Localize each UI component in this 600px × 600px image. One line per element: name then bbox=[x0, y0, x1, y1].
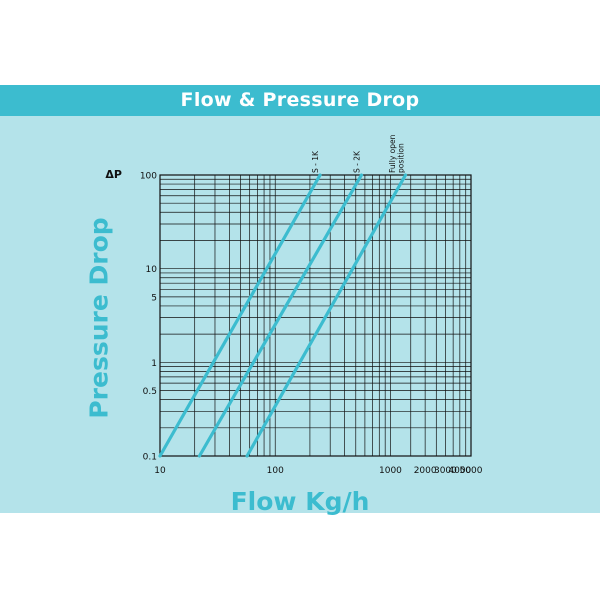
plot-frame bbox=[159, 174, 472, 457]
x-tick-label: 1000 bbox=[379, 466, 402, 476]
series-label-line: S - 2K bbox=[352, 150, 361, 173]
series-label-line: Fully open bbox=[388, 134, 397, 173]
y-tick-label: 100 bbox=[140, 172, 157, 182]
x-tick-label: 10 bbox=[154, 466, 166, 476]
series-line-2 bbox=[197, 173, 364, 458]
y-tick-label: 10 bbox=[146, 265, 158, 275]
x-tick-label: 5000 bbox=[460, 466, 483, 476]
y-tick-label: 0.1 bbox=[143, 453, 157, 463]
chart-background-panel bbox=[0, 85, 600, 513]
series-line-1 bbox=[158, 173, 322, 458]
x-tick-label: 100 bbox=[267, 466, 284, 476]
series-line-3 bbox=[245, 173, 408, 458]
x-tick-label: 4000 bbox=[448, 466, 471, 476]
y-tick-label: 0.5 bbox=[143, 387, 157, 397]
y-tick-label: 1 bbox=[151, 359, 157, 369]
y-unit-label: ΔP bbox=[105, 168, 122, 181]
series-label-3: Fully openposition bbox=[388, 134, 406, 173]
y-axis-label: Pressure Drop bbox=[84, 217, 114, 419]
series-layer: S - 1K S - 2K Fully openposition bbox=[158, 134, 408, 458]
x-tick-label: 2000 bbox=[414, 466, 437, 476]
chart-title: Flow & Pressure Drop bbox=[0, 85, 600, 116]
y-tick-label: 5 bbox=[151, 293, 157, 303]
x-axis-label: Flow Kg/h bbox=[230, 487, 370, 516]
grid-layer bbox=[159, 174, 472, 457]
series-label-1: S - 1K bbox=[311, 150, 320, 173]
series-label-2: S - 2K bbox=[352, 150, 361, 173]
series-label-line: S - 1K bbox=[311, 150, 320, 173]
series-label-line: position bbox=[396, 143, 405, 173]
x-tick-label: 3000 bbox=[434, 466, 457, 476]
